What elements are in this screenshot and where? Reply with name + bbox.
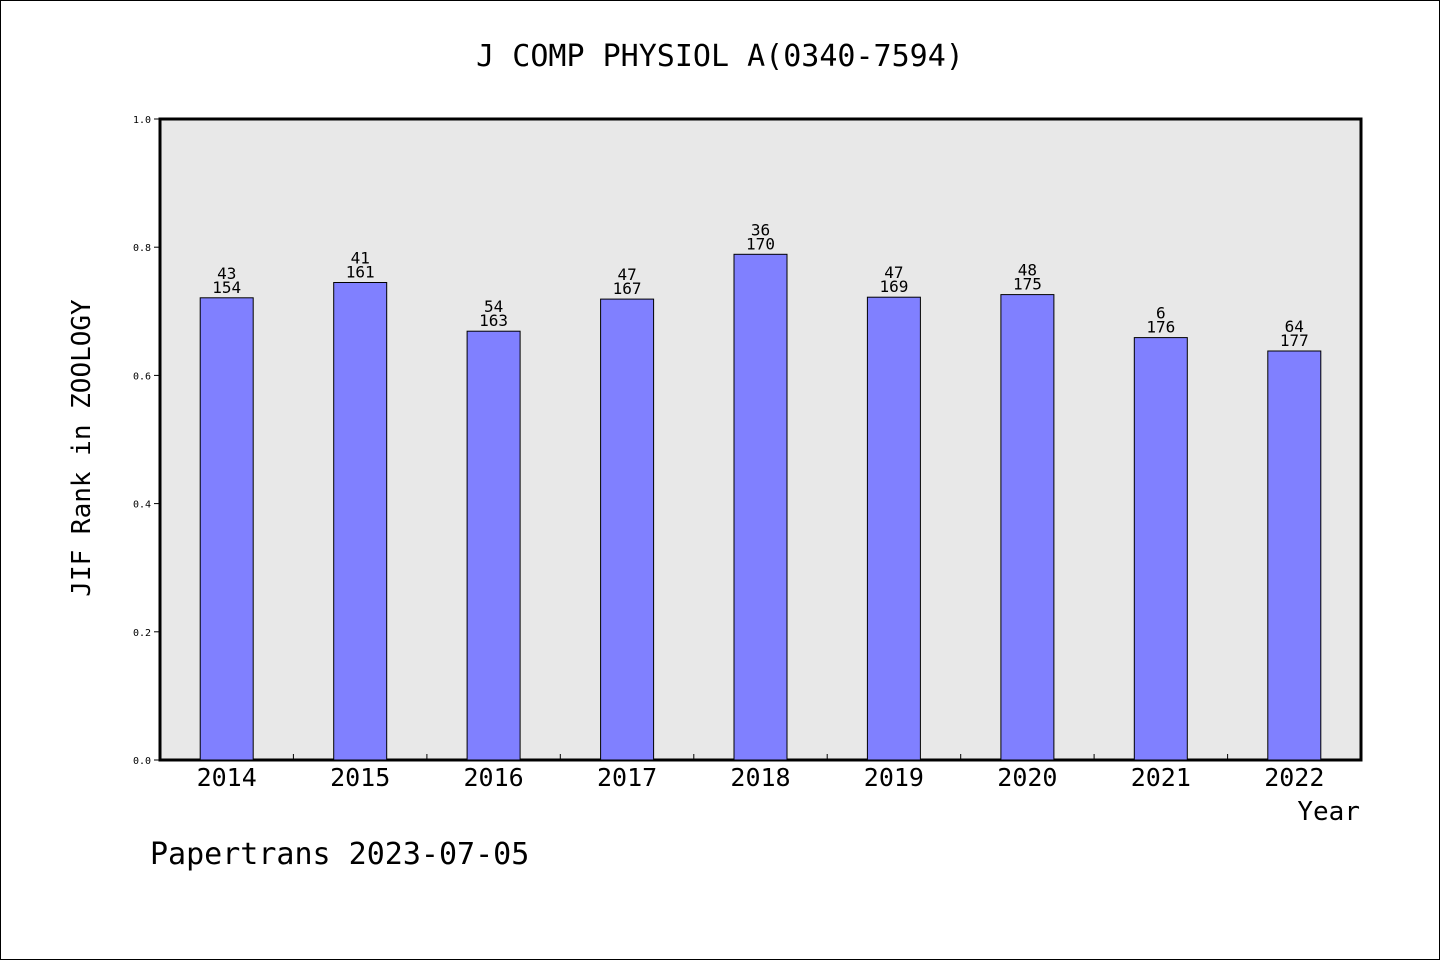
y-tick-label: 0.2 <box>133 628 151 639</box>
x-tick-label: 2017 <box>597 763 657 792</box>
rank-label: 41 <box>351 249 370 268</box>
chart-title: J COMP PHYSIOL A(0340-7594) <box>476 39 964 74</box>
rank-label: 43 <box>217 264 236 283</box>
y-tick-label: 0.6 <box>133 371 151 382</box>
y-tick-label: 1.0 <box>133 115 151 126</box>
total-label: 175 <box>1013 275 1042 294</box>
footer-text: Papertrans 2023-07-05 <box>150 837 529 872</box>
x-tick-label: 2018 <box>730 763 790 792</box>
bar-2021 <box>1133 337 1188 761</box>
bar-2019 <box>866 296 921 761</box>
bar-2015 <box>333 282 388 761</box>
bar-2022 <box>1267 350 1322 761</box>
rank-label: 47 <box>884 263 903 282</box>
y-tick-label: 0.0 <box>133 756 151 767</box>
x-tick-label: 2020 <box>997 763 1057 792</box>
bar-2017 <box>600 298 655 761</box>
x-axis-ticks: 2014 2015 2016 2017 2018 2019 2020 2021 2022 <box>197 754 1324 792</box>
rank-label: 36 <box>751 220 770 239</box>
bar-2016 <box>466 330 521 761</box>
x-tick-label: 2016 <box>463 763 523 792</box>
x-tick-label: 2014 <box>197 763 257 792</box>
y-tick-label: 0.4 <box>133 500 151 511</box>
total-label: 176 <box>1146 318 1175 337</box>
y-axis-ticks: 0.0 0.2 0.4 0.6 0.8 1.0 <box>133 115 160 767</box>
total-label: 154 <box>212 278 241 297</box>
x-tick-label: 2022 <box>1264 763 1324 792</box>
rank-label: 47 <box>617 265 636 284</box>
total-label: 161 <box>346 263 375 282</box>
bar-2018 <box>733 253 788 761</box>
rank-label: 54 <box>484 297 503 316</box>
bar-2020 <box>1000 294 1055 761</box>
total-label: 167 <box>613 279 642 298</box>
bar-2014 <box>199 297 254 761</box>
total-label: 169 <box>879 277 908 296</box>
total-label: 163 <box>479 311 508 330</box>
x-axis-label: Year <box>1297 797 1360 827</box>
rank-label: 64 <box>1285 317 1304 336</box>
total-label: 170 <box>746 234 775 253</box>
rank-label: 6 <box>1156 304 1166 323</box>
bars <box>199 253 1322 761</box>
x-tick-label: 2019 <box>864 763 924 792</box>
y-axis-label: JIF Rank in ZOOLOGY <box>67 299 97 597</box>
x-tick-label: 2021 <box>1131 763 1191 792</box>
x-tick-label: 2015 <box>330 763 390 792</box>
y-tick-label: 0.8 <box>133 243 151 254</box>
rank-label: 48 <box>1018 261 1037 280</box>
total-label: 177 <box>1280 331 1309 350</box>
